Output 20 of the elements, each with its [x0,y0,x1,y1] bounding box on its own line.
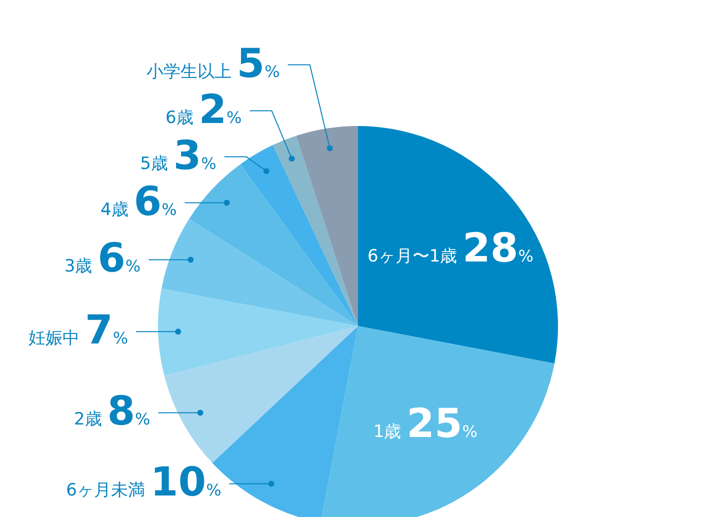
data-label: 7% [85,308,128,354]
data-label: 8% [107,388,150,435]
slice-label: 6ヶ月未満 [66,480,150,501]
slice-label: 6ヶ月〜1歳 [368,246,463,267]
slice-label: 4歳 [100,200,134,220]
slice-label: 5歳 [140,154,174,174]
data-label: 25% [406,401,478,448]
data-label: 3% [173,132,216,179]
data-label: 6% [98,236,141,282]
slice-label: 6歳 [165,108,199,128]
data-label: 5% [236,40,280,87]
slice-label: 3歳 [64,256,98,277]
slice-label: 1歳 [373,422,407,442]
data-label: 2% [198,86,242,133]
slice-label: 妊娠中 [28,328,86,349]
data-label: 28% [462,226,534,272]
slice-label: 小学生以上 [146,62,237,82]
slice-label: 2歳 [74,410,108,430]
data-label: 6% [134,178,177,225]
data-label: 10% [150,460,222,506]
